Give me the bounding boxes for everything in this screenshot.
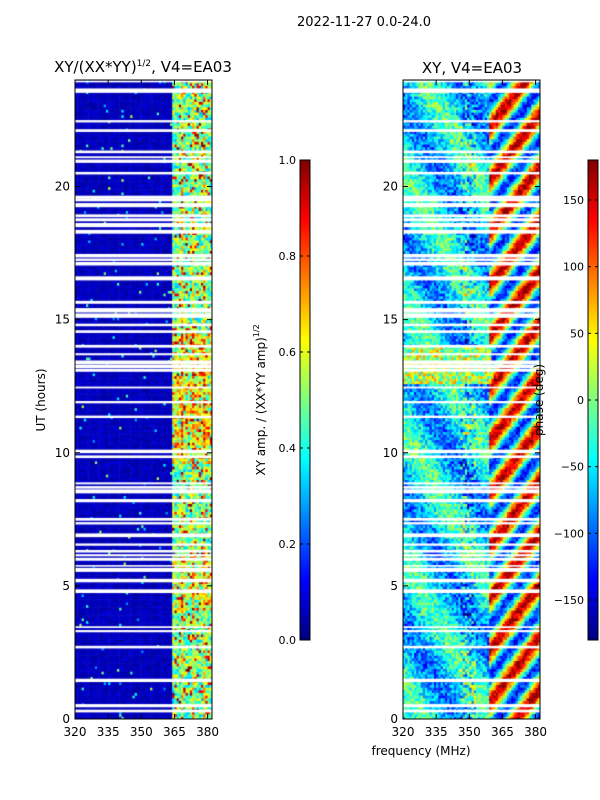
amplitude-colorbar-frame	[299, 159, 311, 641]
colorbar-tick-label: −50	[561, 461, 584, 474]
x-tick-label: 380	[196, 725, 219, 739]
phase-x-ticks: 320 335 350 365 380	[392, 80, 547, 739]
amplitude-axes-frame	[74, 79, 213, 720]
colorbar-tick-label: 100	[563, 261, 584, 274]
amplitude-heatmap-image	[75, 80, 212, 719]
colorbar-tick-label: 50	[570, 327, 584, 340]
amplitude-colorbar-gradient	[300, 160, 310, 640]
phase-colorbar-gradient	[588, 160, 598, 640]
phase-colorbar: −150 −100 −50 0 50 100 150 phase (deg)	[532, 159, 599, 641]
y-tick-label: 15	[383, 313, 398, 327]
phase-colorbar-ticks: −150 −100 −50 0 50 100 150	[554, 194, 598, 607]
phase-heatmap-image	[403, 80, 540, 719]
panel-amplitude-title: XY/(XX*YY)1/2, V4=EA03	[54, 58, 232, 76]
colorbar-tick-label: 150	[563, 194, 584, 207]
panel-amplitude: XY/(XX*YY)1/2, V4=EA03 320 335 350 365 380 0…	[34, 58, 232, 739]
y-tick-label: 5	[390, 579, 398, 593]
amplitude-colorbar-ticks: 0.0 0.2 0.4 0.6 0.8 1.0	[279, 154, 310, 647]
colorbar-tick-label: −150	[554, 594, 584, 607]
x-tick-label: 320	[392, 725, 415, 739]
amplitude-y-ticks: 0 5 10 15 20	[55, 180, 212, 726]
colorbar-tick-label: 0.4	[279, 442, 297, 455]
x-tick-label: 320	[64, 725, 87, 739]
panel-phase-title: XY, V4=EA03	[422, 59, 522, 77]
panel-phase: XY, V4=EA03 320 335 350 365 380 0 5 10 15 20	[383, 59, 547, 739]
x-tick-label: 335	[97, 725, 120, 739]
amplitude-y-axis-label: UT (hours)	[34, 368, 48, 431]
amplitude-x-ticks: 320 335 350 365 380	[64, 80, 219, 739]
phase-axes-frame	[402, 79, 541, 720]
colorbar-tick-label: 0.2	[279, 538, 297, 551]
amplitude-colorbar: 0.0 0.2 0.4 0.6 0.8 1.0 XY amp. / (XX*YY amp)…	[252, 154, 311, 647]
amplitude-heatmap	[75, 80, 212, 719]
phase-heatmap	[403, 80, 540, 719]
y-tick-label: 10	[383, 446, 398, 460]
colorbar-tick-label: −100	[554, 527, 584, 540]
colorbar-tick-label: 0.0	[279, 634, 297, 647]
phase-y-ticks: 0 5 10 15 20	[383, 180, 540, 726]
y-tick-label: 0	[62, 712, 70, 726]
phase-colorbar-label: phase (deg)	[532, 364, 546, 436]
y-tick-label: 0	[390, 712, 398, 726]
figure-suptitle: 2022-11-27 0.0-24.0	[297, 15, 431, 30]
colorbar-tick-label: 0.6	[279, 346, 297, 359]
colorbar-tick-label: 0.8	[279, 250, 297, 263]
x-tick-label: 380	[524, 725, 547, 739]
x-tick-label: 335	[425, 725, 448, 739]
y-tick-label: 20	[383, 180, 398, 194]
x-tick-label: 365	[491, 725, 514, 739]
x-tick-label: 350	[458, 725, 481, 739]
colorbar-tick-label: 1.0	[279, 154, 297, 167]
y-tick-label: 10	[55, 446, 70, 460]
x-tick-label: 350	[130, 725, 153, 739]
shared-x-axis-label: frequency (MHz)	[371, 744, 470, 758]
amplitude-colorbar-label: XY amp. / (XX*YY amp)1/2	[252, 324, 268, 475]
y-tick-label: 15	[55, 313, 70, 327]
x-tick-label: 365	[163, 725, 186, 739]
colorbar-tick-label: 0	[577, 394, 584, 407]
y-tick-label: 20	[55, 180, 70, 194]
y-tick-label: 5	[62, 579, 70, 593]
